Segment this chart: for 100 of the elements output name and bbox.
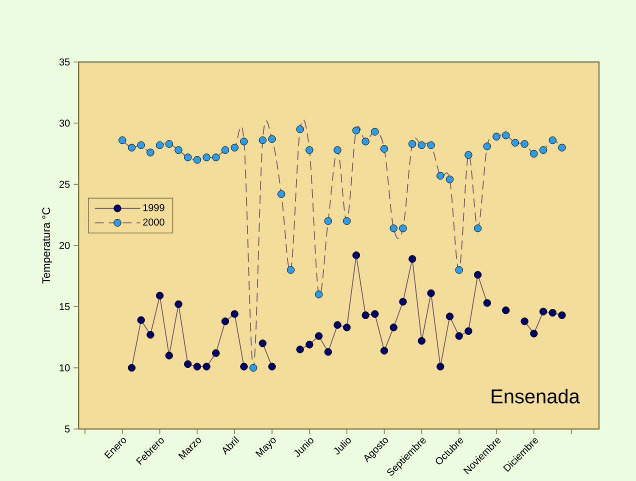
point bbox=[278, 190, 286, 198]
point bbox=[520, 317, 528, 326]
point bbox=[455, 332, 463, 340]
point bbox=[474, 224, 482, 232]
point bbox=[352, 251, 360, 260]
point bbox=[371, 310, 379, 318]
point bbox=[427, 141, 435, 150]
y-tick-label: 5 bbox=[64, 426, 70, 432]
point bbox=[286, 266, 295, 274]
point bbox=[306, 340, 314, 348]
point bbox=[296, 346, 304, 354]
point bbox=[212, 154, 220, 162]
annotation: Ensenada bbox=[492, 388, 580, 404]
point bbox=[399, 298, 407, 306]
point bbox=[230, 310, 238, 318]
point bbox=[193, 156, 202, 164]
point bbox=[474, 271, 482, 279]
point bbox=[268, 135, 276, 143]
point bbox=[146, 148, 154, 156]
point bbox=[156, 292, 164, 300]
point bbox=[258, 340, 267, 348]
point bbox=[268, 362, 276, 370]
point bbox=[249, 364, 258, 372]
point bbox=[306, 146, 314, 154]
x-tick-label: Julio bbox=[334, 438, 351, 454]
point bbox=[165, 140, 173, 148]
point bbox=[530, 150, 538, 158]
point bbox=[371, 128, 379, 136]
point bbox=[118, 136, 126, 144]
point bbox=[240, 138, 248, 146]
point bbox=[558, 144, 566, 152]
point bbox=[221, 146, 230, 154]
point bbox=[137, 141, 145, 150]
point bbox=[240, 362, 248, 370]
point bbox=[483, 299, 491, 307]
point bbox=[352, 126, 360, 134]
point bbox=[334, 146, 342, 154]
point bbox=[258, 136, 267, 144]
y-tick-label: 10 bbox=[60, 364, 70, 372]
y-tick-label: 35 bbox=[59, 58, 70, 66]
point bbox=[380, 145, 388, 153]
point bbox=[436, 362, 444, 370]
point bbox=[455, 266, 463, 274]
point bbox=[324, 217, 332, 225]
point bbox=[502, 132, 510, 140]
point bbox=[193, 362, 202, 370]
point bbox=[156, 141, 164, 150]
point bbox=[212, 349, 220, 357]
point bbox=[390, 324, 398, 332]
point bbox=[483, 142, 491, 150]
point bbox=[174, 146, 182, 154]
point bbox=[520, 140, 528, 148]
point bbox=[390, 224, 398, 232]
point bbox=[464, 327, 472, 335]
point bbox=[128, 364, 136, 372]
point bbox=[334, 321, 342, 329]
point bbox=[324, 348, 332, 356]
point bbox=[221, 317, 230, 326]
point bbox=[137, 316, 145, 324]
point bbox=[511, 138, 520, 147]
point bbox=[558, 311, 566, 320]
y-tick-label: 20 bbox=[60, 242, 70, 250]
point bbox=[202, 362, 210, 370]
point bbox=[408, 140, 416, 148]
point bbox=[165, 352, 173, 360]
point bbox=[548, 136, 556, 144]
point bbox=[362, 311, 370, 320]
point bbox=[184, 154, 192, 162]
y-tick-label: 15 bbox=[60, 303, 70, 310]
point bbox=[502, 306, 510, 314]
point bbox=[202, 154, 210, 162]
point bbox=[548, 308, 556, 317]
point bbox=[184, 360, 192, 368]
y-tick-label: 25 bbox=[60, 180, 70, 188]
point bbox=[408, 255, 416, 263]
legend-label: 2000 bbox=[143, 218, 164, 226]
y-axis-title: Temperatura °C bbox=[42, 207, 52, 284]
point bbox=[418, 141, 426, 150]
point bbox=[446, 312, 454, 320]
point bbox=[427, 289, 435, 298]
point bbox=[314, 332, 323, 340]
point bbox=[418, 337, 426, 345]
point bbox=[362, 138, 370, 146]
point bbox=[399, 224, 407, 232]
point bbox=[464, 151, 472, 159]
point bbox=[343, 324, 351, 332]
point bbox=[296, 125, 304, 134]
point bbox=[230, 144, 238, 152]
y-tick-label: 30 bbox=[59, 120, 70, 127]
point bbox=[539, 308, 548, 316]
point bbox=[492, 132, 500, 140]
point bbox=[530, 330, 538, 338]
point bbox=[343, 217, 351, 225]
point bbox=[436, 172, 444, 180]
point bbox=[446, 176, 454, 184]
point bbox=[380, 346, 388, 355]
point bbox=[146, 330, 154, 339]
legend-label: 1999 bbox=[143, 204, 164, 212]
point bbox=[174, 300, 182, 308]
point bbox=[539, 146, 548, 154]
